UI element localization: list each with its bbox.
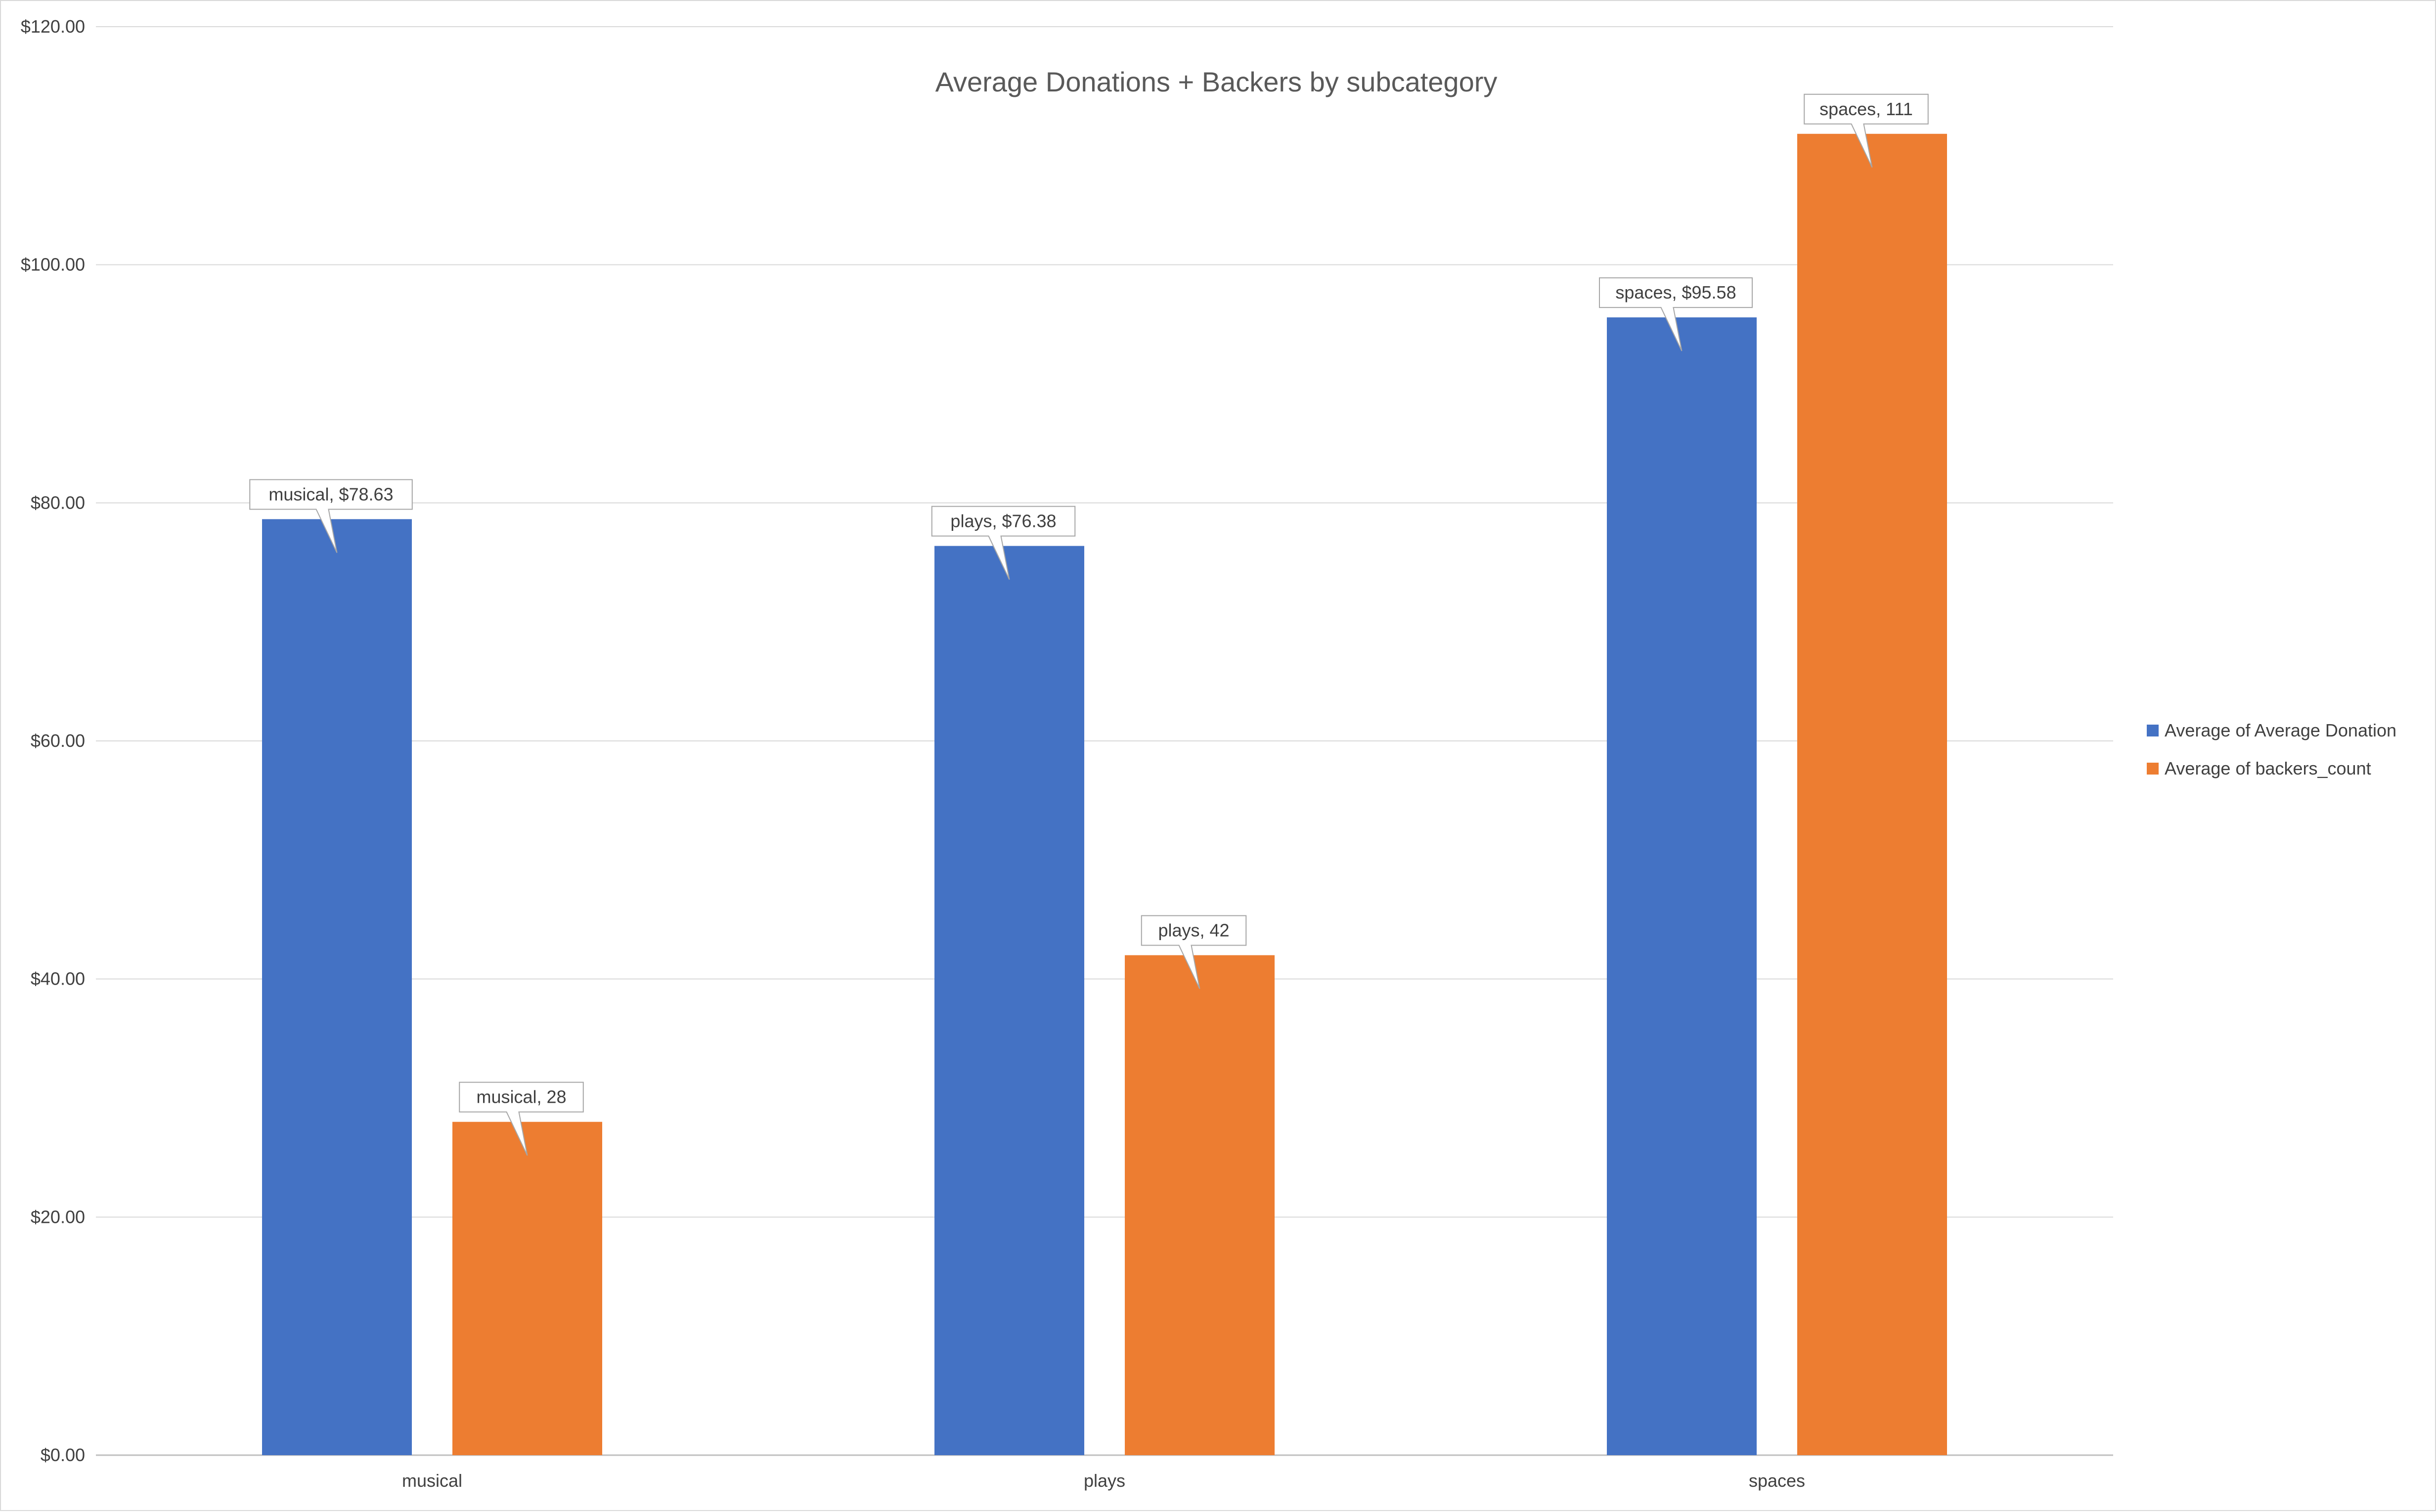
data-label-callout: plays, $76.38 [931, 506, 1076, 580]
data-label: spaces, 111 [1819, 99, 1913, 119]
x-tick-label: spaces [1749, 1470, 1805, 1491]
data-label-callout: plays, 42 [1141, 915, 1247, 989]
bar-plays-series-1 [934, 546, 1084, 1455]
y-tick-label: $0.00 [41, 1445, 85, 1465]
callout-box [1141, 915, 1247, 989]
y-tick-label: $80.00 [31, 492, 85, 513]
data-label-callouts: musical, $78.63 musical, 28 plays, $76.38 p… [249, 93, 1929, 1156]
y-tick-label: $100.00 [21, 255, 85, 275]
data-label: plays, $76.38 [950, 511, 1056, 531]
x-tick-label: plays [1084, 1470, 1125, 1491]
bar-spaces-series-2 [1797, 133, 1947, 1455]
y-tick-label: $60.00 [31, 731, 85, 751]
data-label: plays, 42 [1158, 920, 1229, 941]
callout-box [1804, 93, 1929, 168]
legend-item: Average of backers_count [2147, 758, 2371, 778]
y-tick-label: $40.00 [31, 969, 85, 989]
bars [262, 133, 1947, 1455]
y-axis-tick-labels: $0.00 $20.00 $40.00 $60.00 $80.00 $100.00 $120… [21, 16, 85, 1465]
data-label-callout: spaces, $95.58 [1599, 277, 1753, 351]
data-label-callout: spaces, 111 [1804, 93, 1929, 168]
callout-box [459, 1081, 584, 1156]
data-label-callout: musical, 28 [459, 1081, 584, 1156]
legend-swatch [2147, 763, 2159, 775]
callout-box [1599, 277, 1753, 351]
callout-box [931, 506, 1076, 580]
gridlines [96, 26, 2113, 1456]
data-label: musical, $78.63 [268, 484, 393, 504]
callout-box [249, 479, 413, 553]
y-tick-label: $20.00 [31, 1207, 85, 1227]
data-label: spaces, $95.58 [1615, 282, 1736, 302]
x-axis-tick-labels: musical plays spaces [402, 1470, 1805, 1491]
data-label: musical, 28 [476, 1087, 566, 1107]
chart-title: Average Donations + Backers by subcatego… [935, 66, 1498, 97]
legend: Average of Average Donation Average of ba… [2147, 720, 2396, 778]
legend-label: Average of Average Donation [2165, 720, 2396, 740]
legend-swatch [2147, 725, 2159, 736]
legend-item: Average of Average Donation [2147, 720, 2396, 740]
bar-musical-series-1 [262, 519, 412, 1455]
x-tick-label: musical [402, 1470, 462, 1491]
legend-label: Average of backers_count [2165, 758, 2371, 778]
data-label-callout: musical, $78.63 [249, 479, 413, 553]
y-tick-label: $120.00 [21, 16, 85, 37]
bar-spaces-series-1 [1607, 317, 1757, 1455]
bar-musical-series-2 [452, 1122, 602, 1455]
bar-plays-series-2 [1125, 955, 1275, 1455]
